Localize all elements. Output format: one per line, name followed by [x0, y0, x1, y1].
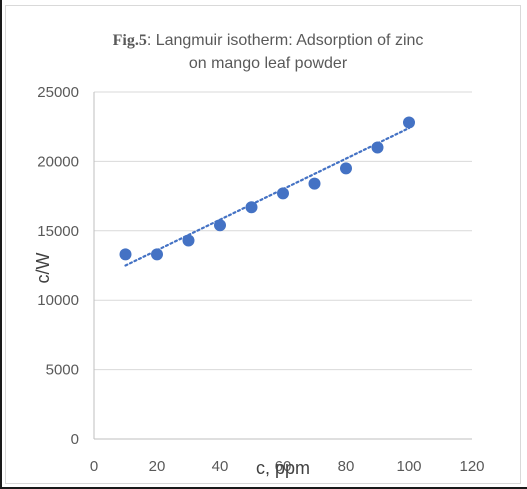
chart-title-line1: Fig.5: Langmuir isotherm: Adsorption of … [113, 32, 424, 49]
chart-area [5, 5, 521, 484]
gridlines [94, 91, 472, 371]
x-tick-label: 60 [275, 458, 292, 475]
data-point [245, 201, 258, 214]
data-point [308, 177, 321, 190]
data-point [340, 162, 352, 175]
trendline [124, 126, 411, 267]
y-tick-label: 0 [71, 431, 79, 448]
y-tick-label: 15000 [37, 223, 79, 240]
axes [93, 92, 472, 440]
page-edge-left [0, 0, 2, 489]
data-points [119, 116, 415, 261]
data-point [119, 248, 132, 261]
x-tick-label: 20 [149, 458, 166, 475]
y-tick-labels: 0 5000 10000 15000 20000 25000 [37, 84, 79, 448]
y-tick-label: 10000 [37, 292, 79, 309]
data-point [214, 219, 226, 232]
x-tick-label: 100 [396, 458, 421, 475]
x-tick-labels: 0 20 40 60 80 100 120 [90, 458, 485, 475]
x-axis-title: c, ppm [256, 458, 310, 478]
data-point [182, 234, 195, 247]
x-tick-label: 120 [459, 458, 484, 475]
figure-number: Fig.5 [113, 32, 147, 49]
chart-title-text: : Langmuir isotherm: Adsorption of zinc [147, 32, 424, 49]
data-point [371, 141, 384, 154]
chart-title-line2: on mango leaf powder [189, 55, 348, 72]
y-axis-title: c/W [33, 252, 53, 283]
trendline-group [124, 126, 411, 267]
data-point [277, 187, 289, 200]
y-tick-label: 20000 [37, 153, 79, 170]
data-point [151, 248, 163, 261]
x-tick-label: 40 [212, 458, 229, 475]
y-tick-label: 5000 [46, 362, 79, 379]
x-tick-label: 80 [338, 458, 355, 475]
y-tick-label: 25000 [37, 84, 79, 101]
page-edge-bottom [0, 487, 527, 489]
x-tick-label: 0 [90, 458, 98, 475]
data-point [403, 116, 415, 129]
